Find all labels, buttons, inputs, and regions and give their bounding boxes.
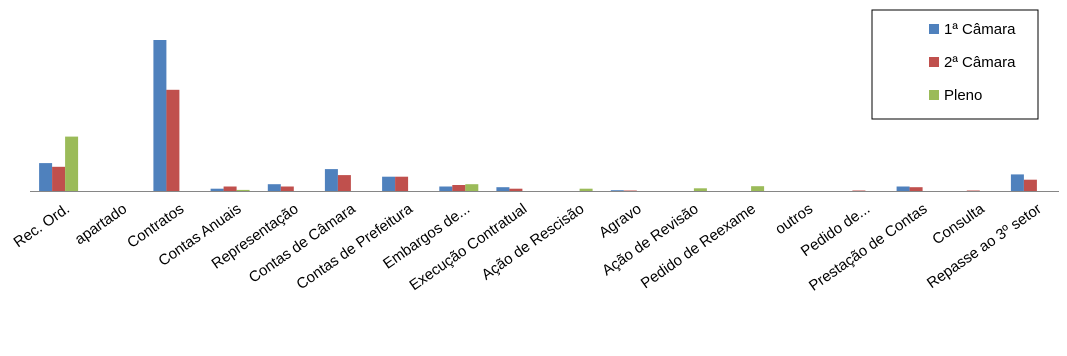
bar	[439, 186, 453, 191]
bar	[896, 186, 910, 191]
legend-swatch	[929, 57, 939, 67]
bar	[496, 187, 510, 191]
legend-swatch	[929, 24, 939, 34]
bar	[509, 188, 523, 191]
legend-label: 1ª Câmara	[944, 21, 1016, 38]
bar	[452, 185, 466, 191]
bar	[465, 184, 479, 191]
bar	[1010, 174, 1024, 191]
bar	[65, 136, 79, 191]
bar	[153, 40, 167, 191]
bar	[382, 176, 396, 191]
legend-swatch	[929, 90, 939, 100]
bar	[751, 186, 765, 191]
legend-box	[871, 9, 1039, 120]
legend: 1ª Câmara 2ª Câmara Pleno	[871, 9, 1039, 120]
x-tick-label: outros	[772, 200, 816, 238]
bar	[579, 188, 593, 191]
x-tick-label: Rec. Ord.	[11, 200, 73, 251]
legend-label: Pleno	[944, 87, 982, 104]
bar	[39, 163, 53, 191]
bar	[223, 186, 237, 191]
bar	[267, 184, 281, 191]
bar	[852, 190, 866, 191]
bar	[52, 166, 66, 191]
legend-label: 2ª Câmara	[944, 54, 1016, 71]
bar	[610, 190, 624, 191]
bar	[280, 186, 294, 191]
x-tick-label: apartado	[72, 200, 130, 248]
x-tick-label: Agravo	[596, 200, 645, 241]
bar	[166, 89, 180, 191]
bar	[210, 188, 224, 191]
bar	[236, 189, 250, 191]
x-tick-label: Ação de Rescisão	[479, 200, 588, 283]
bars-group	[39, 40, 1037, 191]
x-tick-label: Ação de Revisão	[599, 200, 702, 279]
bar	[909, 187, 923, 191]
bar	[324, 169, 338, 191]
bar	[337, 175, 351, 191]
bar	[395, 176, 409, 191]
bar	[693, 188, 707, 191]
bar	[623, 190, 637, 191]
bar	[966, 190, 980, 191]
bar	[1023, 179, 1037, 191]
